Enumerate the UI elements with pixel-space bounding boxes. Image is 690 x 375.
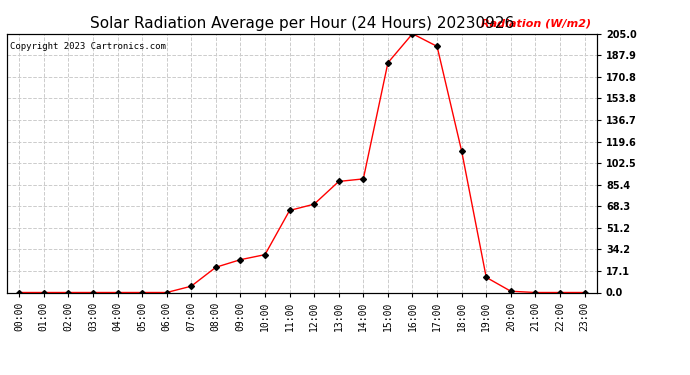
Text: Radiation (W/m2): Radiation (W/m2): [481, 19, 591, 28]
Text: Copyright 2023 Cartronics.com: Copyright 2023 Cartronics.com: [10, 42, 166, 51]
Title: Solar Radiation Average per Hour (24 Hours) 20230926: Solar Radiation Average per Hour (24 Hou…: [90, 16, 514, 31]
